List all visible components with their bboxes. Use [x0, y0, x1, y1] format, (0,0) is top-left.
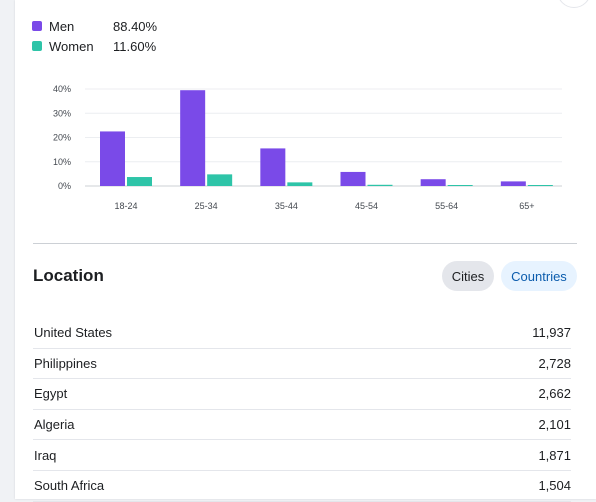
legend-label: Women: [49, 38, 94, 54]
bar-women-45-54: [367, 184, 393, 186]
legend-item-women: Women 11.60%: [32, 36, 157, 56]
x-tick-label: 65+: [519, 201, 534, 211]
y-tick-label: 20%: [53, 133, 71, 143]
bar-men-55-64: [420, 179, 446, 186]
table-row: Iraq 1,871: [33, 440, 571, 471]
x-tick-label: 18-24: [114, 201, 137, 211]
y-tick-label: 10%: [53, 157, 71, 167]
section-divider: [33, 243, 577, 244]
gender-legend: Men 88.40% Women 11.60%: [32, 16, 157, 56]
legend-value: 11.60%: [113, 38, 157, 54]
location-title: Location: [33, 266, 104, 285]
country-value: 1,504: [538, 478, 571, 494]
x-tick-label: 25-34: [195, 201, 218, 211]
country-name: United States: [34, 325, 113, 341]
x-tick-label: 55-64: [435, 201, 458, 211]
audience-card: [15, 0, 596, 499]
y-tick-label: 30%: [53, 108, 71, 118]
table-row: United States 11,937: [33, 318, 571, 349]
bar-men-45-54: [340, 171, 366, 186]
bar-men-18-24: [100, 131, 125, 186]
table-row: Egypt 2,662: [33, 379, 571, 410]
country-value: 2,101: [538, 417, 571, 433]
country-name: Philippines: [34, 355, 97, 371]
x-tick-label: 45-54: [355, 201, 378, 211]
legend-label: Men: [49, 18, 75, 34]
country-value: 1,871: [538, 447, 571, 463]
country-name: South Africa: [34, 478, 105, 494]
table-row: South Africa 1,504: [33, 471, 571, 502]
bar-men-25-34: [180, 90, 206, 186]
age-gender-bar-chart: 0% 10% 20% 30% 40% 18-24 25-34 35-44 45-54 55-64 6…: [53, 84, 562, 211]
women-swatch: [32, 41, 42, 51]
y-tick-label: 40%: [53, 84, 71, 94]
y-tick-label: 0%: [58, 181, 71, 191]
bar-women-35-44: [287, 182, 313, 186]
bar-women-55-64: [447, 185, 473, 186]
table-row: Philippines 2,728: [33, 349, 571, 380]
men-swatch: [32, 21, 42, 31]
bar-women-18-24: [127, 177, 152, 186]
legend-item-men: Men 88.40%: [32, 16, 157, 36]
legend-value: 88.40%: [113, 18, 158, 34]
table-row: Algeria 2,101: [33, 410, 571, 441]
country-value: 2,662: [538, 386, 571, 402]
bar-men-65+: [500, 181, 526, 186]
country-value: 11,937: [532, 325, 571, 341]
cities-toggle-button[interactable]: Cities: [442, 261, 494, 291]
location-table: United States 11,937 Philippines 2,728 Egypt…: [33, 318, 571, 502]
country-name: Egypt: [34, 386, 68, 402]
x-tick-label: 35-44: [275, 201, 298, 211]
country-name: Iraq: [34, 447, 57, 463]
country-name: Algeria: [34, 417, 75, 433]
bar-women-25-34: [207, 174, 233, 186]
bar-men-35-44: [260, 148, 286, 186]
countries-toggle-button[interactable]: Countries: [501, 261, 577, 291]
bar-women-65+: [527, 185, 553, 186]
country-value: 2,728: [538, 355, 571, 371]
